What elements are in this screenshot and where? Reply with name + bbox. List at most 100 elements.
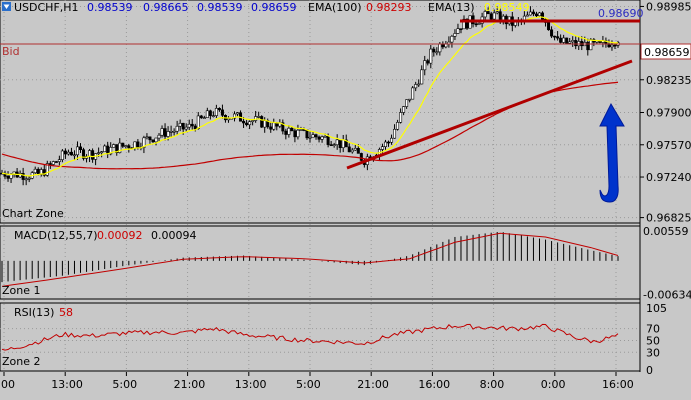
rsi-pane[interactable] xyxy=(0,302,641,372)
rsi-tick-label: 50 xyxy=(646,334,660,347)
price-axis xyxy=(640,0,691,400)
candle xyxy=(565,37,569,45)
candle xyxy=(528,6,532,16)
zone-label-main: Chart Zone xyxy=(2,207,64,220)
support-trendline[interactable] xyxy=(346,59,633,170)
candle xyxy=(160,125,164,138)
macd-label: MACD(12,55,7) xyxy=(14,229,98,242)
candle xyxy=(60,149,64,163)
close-value: 0.98659 xyxy=(251,1,297,14)
price-tick-label: 0.97570 xyxy=(646,139,691,152)
candle xyxy=(121,142,125,148)
bid-label: Bid xyxy=(2,45,20,58)
candle xyxy=(571,36,575,47)
price-tick-label: 0.98235 xyxy=(646,74,691,87)
macd-tick-label: 0.00559 xyxy=(643,225,689,238)
ema100-value: 0.98293 xyxy=(366,1,412,14)
candle xyxy=(390,134,394,145)
candle xyxy=(69,147,73,156)
candle xyxy=(284,128,288,140)
candle xyxy=(450,34,454,48)
candle xyxy=(217,107,221,112)
candle xyxy=(82,147,86,161)
main-pane[interactable] xyxy=(0,0,641,224)
candle xyxy=(21,167,25,186)
candle xyxy=(586,38,590,56)
high-value: 0.98665 xyxy=(143,1,189,14)
candle xyxy=(145,133,149,140)
rsi-tick-label: 70 xyxy=(646,323,660,336)
candle xyxy=(474,22,478,27)
candle xyxy=(169,125,173,137)
price-tick-label: 0.96825 xyxy=(646,212,691,225)
candle xyxy=(214,104,218,118)
candle xyxy=(396,119,400,131)
candle xyxy=(426,58,430,66)
blue-up-arrow-icon[interactable] xyxy=(599,102,625,203)
candle xyxy=(432,46,436,57)
candle xyxy=(112,143,116,148)
candle xyxy=(417,79,421,87)
candle xyxy=(39,167,43,177)
candle xyxy=(91,148,95,163)
candle xyxy=(311,131,315,138)
candle xyxy=(287,125,291,138)
candle xyxy=(293,128,297,143)
candle xyxy=(531,9,535,17)
candle xyxy=(260,115,264,128)
candle xyxy=(332,142,336,148)
candle xyxy=(380,143,384,155)
candle xyxy=(537,11,541,17)
candle xyxy=(317,135,321,143)
candle xyxy=(547,22,551,31)
candle xyxy=(72,150,76,160)
symbol-label: USDCHF,H1 xyxy=(14,1,79,14)
candle xyxy=(115,144,119,156)
candle xyxy=(127,143,131,153)
bid-price-tag: 0.98659 xyxy=(640,43,691,60)
candle xyxy=(202,115,206,119)
candle xyxy=(296,124,300,140)
candle xyxy=(308,131,312,143)
macd-value-1: 0.00092 xyxy=(97,229,143,242)
candle xyxy=(178,119,182,132)
candle xyxy=(211,111,215,118)
time-tick-label: 13:00 xyxy=(235,378,267,391)
candle xyxy=(66,149,70,156)
time-tick-label: 21:00 xyxy=(357,378,389,391)
time-tick-label: 0:00 xyxy=(541,378,566,391)
candle xyxy=(154,137,158,146)
candle xyxy=(420,65,424,85)
time-tick-label: 16:00 xyxy=(418,378,450,391)
zone-label-macd: Zone 1 xyxy=(2,284,41,297)
rsi-level-lines xyxy=(0,328,640,353)
candle xyxy=(402,105,406,116)
candle xyxy=(184,123,188,132)
candle xyxy=(613,43,617,49)
candle xyxy=(103,144,107,153)
rsi-tick-label: 105 xyxy=(646,302,667,315)
candle xyxy=(568,37,572,45)
rsi-value: 58 xyxy=(59,306,73,319)
candle xyxy=(124,145,128,149)
candle xyxy=(534,11,538,18)
candle xyxy=(233,111,237,122)
candle xyxy=(383,139,387,152)
candle xyxy=(399,108,403,124)
candle xyxy=(453,29,457,40)
candle xyxy=(54,161,58,163)
price-tick-label: 0.98985 xyxy=(646,0,691,13)
time-axis-labels: 00 13:00 5:00 21:00 13:00 5:00 21:00 16:00 8:00 0… xyxy=(1,372,634,391)
time-tick-label: 00 xyxy=(1,378,15,391)
top-right-price-label: 0.98690 xyxy=(598,7,644,20)
rsi-label: RSI(13) xyxy=(14,306,54,319)
candle xyxy=(190,119,194,131)
candle xyxy=(550,26,554,39)
candle xyxy=(63,148,67,159)
candle xyxy=(208,109,212,120)
candle xyxy=(45,160,49,177)
low-value: 0.98539 xyxy=(197,1,243,14)
candle xyxy=(205,107,209,118)
candle xyxy=(525,11,529,17)
